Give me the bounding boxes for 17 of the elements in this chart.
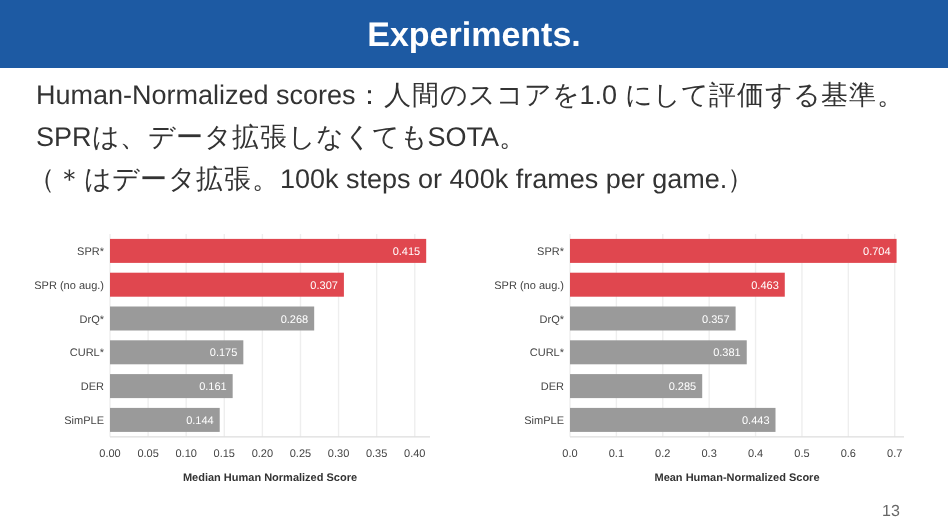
bar <box>110 374 233 399</box>
bar <box>570 238 897 263</box>
bar <box>110 238 427 263</box>
chart-title: Experiments. <box>367 16 581 54</box>
bar <box>110 272 344 297</box>
text: SPRは、データ拡張しなくてもSOTA。 <box>36 122 528 152</box>
text: Human-Normalized scores：人間のスコアを1.0 にして評価する基準。 <box>36 80 905 110</box>
text: （＊はデータ拡張。100k steps or 400k frames per game.） <box>28 164 756 194</box>
bar <box>110 407 220 432</box>
bar <box>570 407 776 432</box>
text: 13 <box>882 502 901 520</box>
bar <box>570 374 703 399</box>
bar <box>110 306 315 331</box>
bar <box>570 272 785 297</box>
bar <box>110 340 244 365</box>
bar <box>570 340 747 365</box>
bar <box>570 306 736 331</box>
